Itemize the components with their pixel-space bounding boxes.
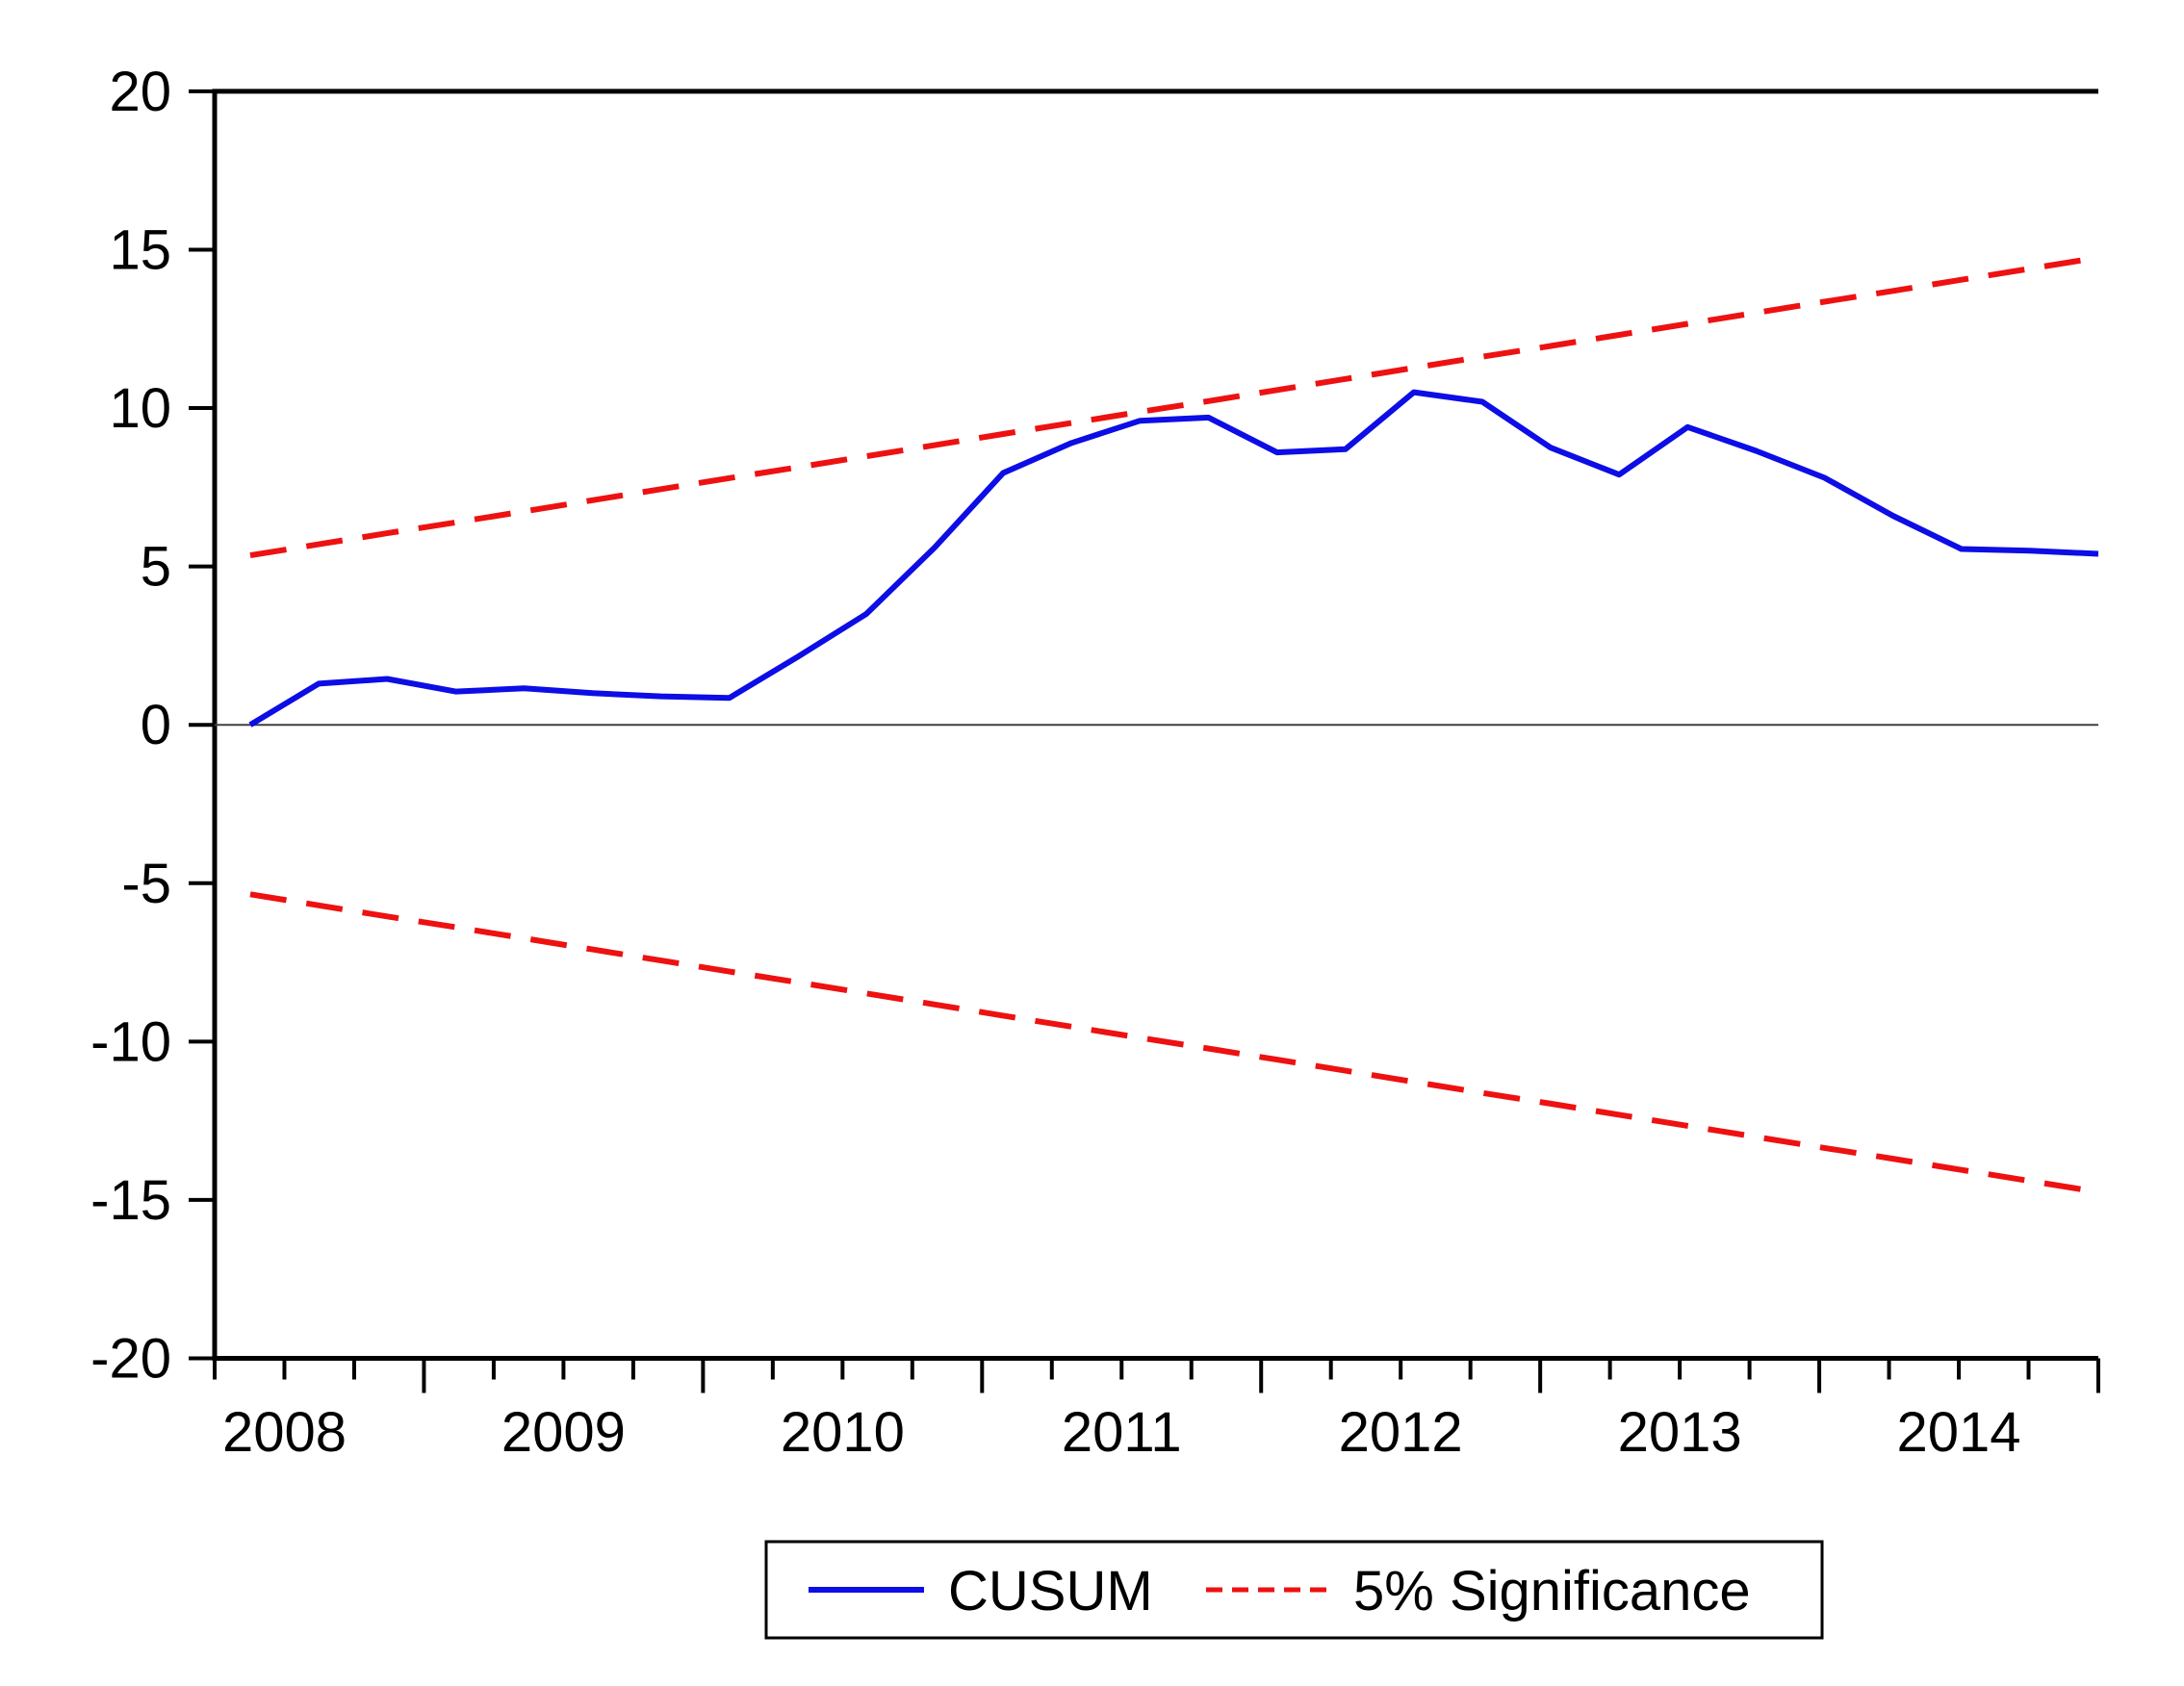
x-year-label: 2014 — [1897, 1401, 2021, 1464]
y-tick-label: -20 — [90, 1328, 171, 1391]
legend: CUSUM 5% Significance — [764, 1540, 1824, 1640]
x-year-label: 2010 — [781, 1401, 905, 1464]
y-tick-label: 5 — [141, 536, 171, 599]
cusum-line — [248, 389, 2099, 728]
y-tick-label: 20 — [109, 61, 171, 123]
x-axis-ticks — [213, 1358, 2100, 1393]
x-axis-year-labels: 2008 2009 2010 2011 2012 2013 2014 — [222, 1401, 2021, 1464]
x-year-label: 2008 — [222, 1401, 347, 1464]
legend-significance-label: 5% Significance — [1353, 1560, 1751, 1622]
y-tick-label: -10 — [90, 1010, 171, 1073]
y-tick-label: 10 — [109, 377, 171, 440]
y-tick-label: -5 — [121, 853, 171, 915]
significance-lower-line — [249, 891, 2099, 1195]
legend-cusum-label: CUSUM — [948, 1560, 1153, 1622]
significance-upper-line — [249, 254, 2099, 559]
data-series — [248, 254, 2099, 1195]
x-year-label: 2009 — [501, 1401, 626, 1464]
x-year-label: 2012 — [1339, 1401, 1463, 1464]
y-tick-label: 0 — [141, 694, 171, 756]
y-axis-labels: 20 15 10 5 0 -5 -10 -15 -20 — [90, 61, 171, 1391]
y-tick-label: 15 — [109, 218, 171, 281]
y-tick-label: -15 — [90, 1169, 171, 1232]
x-year-label: 2013 — [1618, 1401, 1742, 1464]
x-year-label: 2011 — [1062, 1401, 1182, 1464]
y-axis-ticks — [189, 89, 215, 1361]
